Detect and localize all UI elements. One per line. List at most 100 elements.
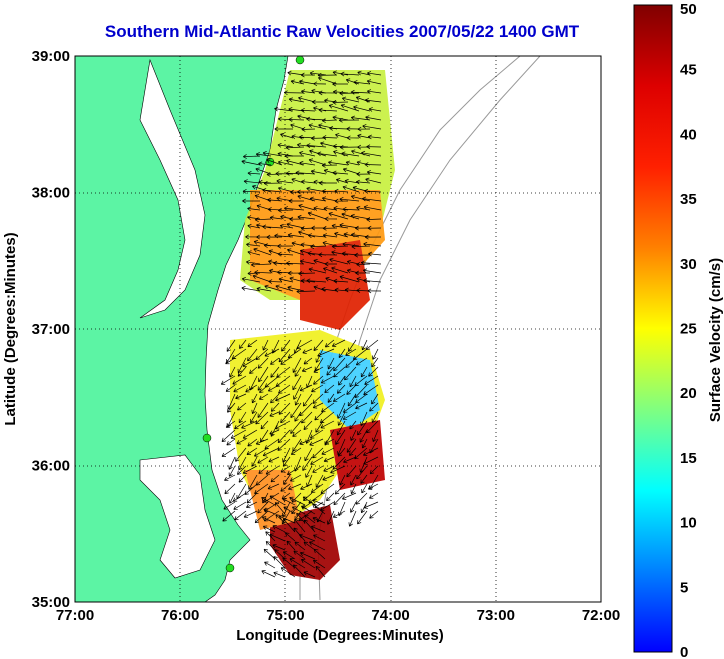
velocity-arrow [228,456,236,470]
velocity-arrow [301,505,316,515]
velocity-arrow [278,402,291,415]
velocity-arrow [251,393,258,404]
velocity-arrow [280,411,291,424]
velocity-arrow [313,534,326,542]
velocity-arrow [293,384,302,400]
velocity-arrow [333,357,346,372]
y-tick-label: 36:00 [32,458,70,475]
velocity-arrow [288,198,305,204]
velocity-arrow [300,551,316,560]
velocity-arrow [321,118,338,123]
velocity-arrow [357,510,368,525]
velocity-arrow [233,384,247,393]
velocity-arrow [368,366,379,377]
velocity-arrow [355,393,368,403]
velocity-arrow [313,285,327,292]
velocity-arrow [338,348,346,358]
velocity-arrow [311,384,324,393]
velocity-arrow [334,198,349,204]
velocity-arrow [341,212,360,220]
velocity-arrow [273,556,286,569]
velocity-arrow [336,420,346,436]
velocity-arrow [364,234,382,240]
velocity-arrow [298,230,316,238]
velocity-arrow [365,115,382,121]
velocity-arrow [304,514,316,524]
velocity-arrow [310,169,327,175]
velocity-arrow [372,429,379,443]
velocity-arrow [307,233,327,238]
velocity-arrow [341,151,360,157]
velocity-arrow [324,339,335,348]
station-marker [202,433,212,443]
velocity-arrow [328,212,349,220]
velocity-arrow [312,516,326,524]
velocity-arrow [336,178,349,184]
velocity-arrow [331,339,346,347]
velocity-arrow [315,565,326,578]
velocity-arrow [249,366,258,374]
velocity-arrow [264,561,276,569]
velocity-arrow [242,357,258,367]
velocity-arrow [255,348,269,360]
velocity-arrow [306,143,327,148]
velocity-arrow [247,206,261,212]
velocity-arrow [259,393,269,400]
velocity-arrow [270,366,280,378]
velocity-arrow [367,89,382,94]
velocity-arrow [275,171,294,177]
velocity-arrow [266,158,283,166]
velocity-arrow [337,411,346,426]
velocity-arrow [247,271,261,276]
velocity-arrow [313,366,324,373]
velocity-arrow [305,465,313,478]
velocity-arrow [342,492,357,500]
velocity-arrow [269,215,283,221]
velocity-arrow [338,375,346,386]
velocity-arrow [322,241,338,247]
velocity-arrow [346,384,357,395]
velocity-arrow [241,159,261,166]
velocity-arrow [309,429,324,439]
velocity-arrow [242,465,258,474]
velocity-arrow [285,171,305,176]
velocity-arrow [332,81,349,87]
x-tick-label: 76:00 [161,607,199,624]
velocity-arrow [247,170,261,176]
colorbar-tick-label: 40 [680,126,697,143]
velocity-arrow [221,447,236,457]
velocity-arrow [276,178,294,184]
velocity-arrow [324,438,335,445]
velocity-arrow [278,384,291,394]
velocity-arrow [262,187,283,193]
velocity-arrow [321,447,335,455]
velocity-arrow [258,465,269,474]
station-marker [225,563,235,573]
velocity-arrow [229,492,236,504]
velocity-arrow [309,541,326,551]
velocity-arrow [308,267,327,274]
velocity-arrow [282,447,291,463]
velocity-arrow [237,402,247,411]
velocity-arrow [234,420,247,430]
velocity-arrow [299,150,316,157]
velocity-arrow [251,402,258,415]
velocity-arrow [237,366,247,377]
velocity-arrow [227,402,236,413]
velocity-arrow [269,411,280,417]
velocity-arrow [318,252,338,258]
velocity-arrow [288,483,302,491]
velocity-arrow [366,170,382,175]
x-tick-label: 74:00 [371,607,409,624]
velocity-arrow [308,158,327,166]
velocity-arrow [350,115,371,121]
velocity-arrow [324,216,338,222]
velocity-arrow [288,97,305,103]
velocity-arrow [280,357,291,365]
velocity-arrow [252,274,272,283]
velocity-arrow [296,289,316,294]
velocity-arrow [243,179,261,184]
velocity-arrow [289,216,305,222]
velocity-arrow [246,492,258,504]
velocity-arrow [300,483,313,491]
